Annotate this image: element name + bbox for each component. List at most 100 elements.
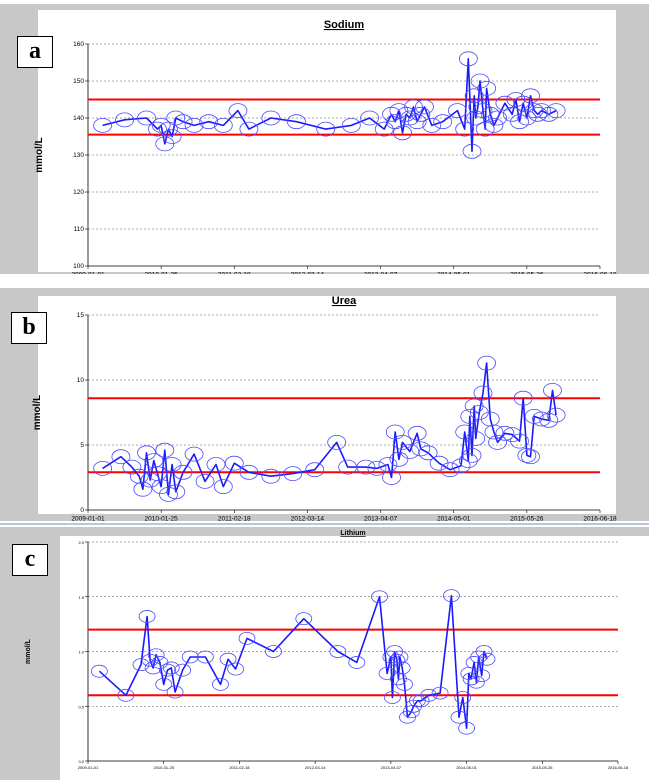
urea-chart: Urea mmol/L 0 5 10 15 2009-01-01 2010-01-25 2011… — [32, 295, 617, 522]
data-point — [383, 691, 401, 704]
data-point — [371, 590, 388, 604]
plot-background — [38, 10, 616, 272]
data-point — [411, 441, 431, 457]
panel-c: Lithium mmol/L 0.0 0.5 1.0 1.5 2.0 2009-01-01 20… — [0, 527, 649, 780]
x-tick-label: 2016-06-18 — [583, 272, 617, 275]
data-point — [455, 121, 475, 137]
data-point — [451, 458, 471, 474]
data-point — [473, 669, 491, 682]
data-point — [162, 661, 180, 675]
x-tick-label: 2013-04-07 — [381, 765, 402, 770]
data-point — [239, 121, 259, 137]
data-point — [329, 645, 347, 658]
data-point — [212, 677, 229, 691]
x-tick-label: 2016-06-18 — [583, 516, 617, 522]
x-tick-label: 2012-03-14 — [305, 765, 326, 770]
data-point — [458, 51, 478, 67]
data-point — [367, 460, 387, 476]
data-point — [111, 449, 131, 465]
data-point — [196, 650, 214, 664]
x-tick-label: 2010-01-25 — [153, 765, 174, 770]
y-tick-label: 10 — [77, 377, 85, 384]
data-point — [261, 110, 281, 126]
data-point — [138, 610, 156, 623]
data-point — [327, 434, 347, 450]
data-point — [382, 106, 401, 122]
data-point — [227, 662, 245, 676]
data-point — [458, 721, 475, 735]
data-point — [147, 648, 165, 662]
y-tick-label: 5 — [80, 442, 84, 449]
data-point — [393, 434, 412, 450]
y-tick-label: 110 — [74, 226, 85, 233]
data-point — [148, 121, 167, 137]
data-point — [305, 462, 325, 478]
data-point — [468, 675, 485, 689]
data-point — [173, 114, 193, 130]
lithium-chart: Lithium mmol/L 0.0 0.5 1.0 1.5 2.0 2009-01-01 20… — [25, 530, 649, 780]
x-tick-label: 2015-05-26 — [510, 272, 544, 275]
data-point — [521, 88, 540, 104]
data-point — [466, 431, 486, 446]
data-point — [420, 688, 438, 702]
y-axis-label: mmol/L — [32, 395, 43, 431]
data-point — [389, 103, 409, 118]
chart-title: Urea — [332, 295, 357, 307]
data-point — [316, 121, 336, 137]
data-point — [151, 118, 171, 133]
data-point — [513, 390, 533, 406]
panel-separator — [0, 523, 649, 525]
x-tick-label: 2013-04-07 — [364, 272, 398, 275]
data-point — [166, 484, 186, 500]
data-point — [144, 661, 162, 675]
x-tick-label: 2011-02-18 — [218, 516, 251, 522]
data-point — [521, 449, 540, 465]
y-axis-label: mmol/L — [34, 137, 45, 173]
data-point — [532, 103, 551, 118]
data-point — [433, 114, 453, 130]
data-point — [488, 434, 508, 450]
x-tick-label: 2013-04-07 — [364, 516, 398, 522]
data-point — [265, 645, 282, 658]
data-point — [546, 407, 566, 423]
data-point — [162, 457, 182, 472]
y-tick-label: 140 — [73, 115, 84, 122]
data-point — [411, 106, 431, 122]
data-point — [510, 114, 529, 130]
data-point — [454, 691, 472, 704]
data-point — [388, 653, 406, 667]
data-point — [510, 433, 529, 449]
x-tick-label: 2016-06-18 — [608, 765, 629, 770]
x-tick-label: 2010-01-25 — [145, 516, 179, 522]
data-point — [228, 103, 248, 118]
data-point — [466, 110, 486, 126]
y-tick-label: 2.0 — [78, 540, 84, 545]
panel-label-c: c — [12, 544, 48, 576]
data-point — [155, 136, 175, 152]
data-point — [115, 112, 134, 128]
data-point — [477, 355, 497, 371]
data-point — [295, 612, 313, 626]
data-point — [484, 424, 504, 440]
x-tick-label: 2011-02-18 — [229, 765, 250, 770]
sodium-chart: Sodium mmol/L 100 110 120 130 140 150 160 2009-01… — [34, 10, 617, 275]
x-tick-label: 2009-01-01 — [71, 272, 105, 275]
data-point — [464, 88, 484, 104]
data-point — [393, 661, 411, 675]
data-point — [543, 383, 562, 398]
data-point — [517, 110, 537, 126]
data-point — [404, 99, 423, 115]
data-point — [513, 95, 533, 111]
series-line — [102, 57, 557, 153]
data-point — [391, 650, 409, 664]
data-point — [374, 121, 394, 137]
data-point — [93, 118, 113, 133]
data-point — [162, 129, 182, 144]
data-point — [382, 470, 401, 485]
data-point — [502, 106, 522, 122]
y-axis-label: mmol/L — [25, 638, 32, 664]
data-point — [239, 464, 259, 480]
data-point — [468, 99, 488, 115]
data-point — [546, 103, 566, 118]
y-tick-label: 160 — [73, 41, 84, 48]
